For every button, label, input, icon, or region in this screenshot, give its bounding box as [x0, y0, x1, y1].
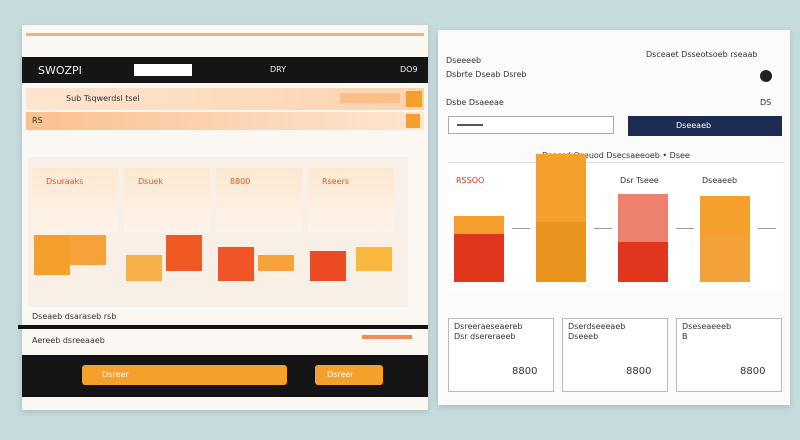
chart-label: Dseaeeb	[702, 176, 738, 185]
button-label: Dsreer	[102, 370, 129, 379]
stat-title: Dsreeraeseaereb	[454, 322, 523, 331]
card-bar	[34, 235, 70, 275]
bar-bottom	[536, 222, 586, 282]
card-bar	[126, 255, 162, 281]
avatar[interactable]	[760, 70, 772, 82]
search-box[interactable]	[448, 116, 614, 134]
banner: Sub Tsqwerdsl tsel	[26, 88, 424, 110]
card	[308, 168, 394, 232]
banner-text: Sub Tsqwerdsl tsel	[66, 94, 140, 103]
sub-bar: RS	[26, 112, 424, 130]
top-line	[26, 33, 424, 36]
brand: SWOZPI	[38, 64, 82, 77]
gridline	[758, 228, 776, 229]
stat-value: 8800	[740, 366, 766, 377]
bar-bottom	[618, 242, 668, 282]
button-label: Dsreer	[327, 370, 354, 379]
left-panel: SWOZPI DRY DO9 Sub Tsqwerdsl tsel RS Dsu…	[18, 25, 428, 410]
card	[216, 168, 302, 232]
footer-line: Aereeb dsreeaaeb	[32, 336, 105, 345]
card-title: 8800	[230, 177, 251, 186]
card	[32, 168, 118, 232]
tabs: Dsecsd Oseuod Dsecsaeeoeb • Dsee	[542, 151, 690, 160]
card-title: Dsuek	[138, 177, 163, 186]
sub-bar-button[interactable]	[406, 114, 420, 128]
top-left: Dseeeeb	[446, 56, 482, 65]
gridline	[512, 228, 530, 229]
bottom-bar: Dsreer Dsreer	[22, 355, 428, 397]
count: DS	[760, 98, 772, 107]
card-bar	[218, 247, 254, 281]
footer-accent	[362, 335, 412, 339]
stat-sub: Dseeeb	[568, 332, 599, 341]
sub-left: Dsbrte Dseab Dsreb	[446, 70, 527, 79]
bar-top	[454, 216, 504, 234]
primary-button[interactable]: Dseeaeb	[628, 116, 782, 136]
gridline	[594, 228, 612, 229]
card-title: Dsuraaks	[46, 177, 84, 186]
card-bar	[70, 235, 106, 265]
card	[124, 168, 210, 232]
card-title: Rseers	[322, 177, 350, 186]
divider	[18, 325, 428, 329]
card-bar	[356, 247, 392, 271]
chart-label: RSSOO	[456, 176, 485, 185]
stat-sub: Dsr dsereraeeb	[454, 332, 516, 341]
stat-title: Dserdseeeaeb	[568, 322, 626, 331]
button-label: Dseeaeb	[676, 121, 712, 130]
sub-bar-text: RS	[32, 116, 43, 125]
button[interactable]: Dsreer	[82, 365, 287, 385]
stat-card	[562, 318, 668, 392]
button[interactable]: Dsreer	[315, 365, 383, 385]
header-right: DO9	[400, 65, 418, 74]
bar-bottom	[454, 234, 504, 282]
bar-top	[700, 196, 750, 236]
banner-input[interactable]	[340, 93, 400, 103]
sub-label: Dsbe Dsaeeae	[446, 98, 504, 107]
right-panel: Dseeeeb Dsceaet Dsseotsoeb rseaab Dsbrte…	[438, 30, 790, 405]
banner-button[interactable]	[406, 91, 422, 107]
bar-top	[536, 154, 586, 222]
search-line	[457, 124, 483, 126]
chart-label: Dsr Tseee	[620, 176, 659, 185]
footer-line: Dseaeb dsaraseb rsb	[32, 312, 117, 321]
stat-card	[448, 318, 554, 392]
stat-card	[676, 318, 782, 392]
stat-sub: B	[682, 332, 688, 341]
bar-bottom	[700, 236, 750, 282]
gridline	[676, 228, 694, 229]
stat-value: 8800	[626, 366, 652, 377]
search-field[interactable]	[134, 64, 192, 76]
card-bar	[310, 251, 346, 281]
card-bar	[166, 235, 202, 271]
card-bar	[258, 255, 294, 271]
header-center: DRY	[270, 65, 287, 74]
bar-top	[618, 194, 668, 242]
stat-title: Dseseaeeeb	[682, 322, 732, 331]
header-bar: SWOZPI DRY DO9	[22, 57, 428, 83]
top-right: Dsceaet Dsseotsoeb rseaab	[646, 50, 758, 59]
stat-value: 8800	[512, 366, 538, 377]
